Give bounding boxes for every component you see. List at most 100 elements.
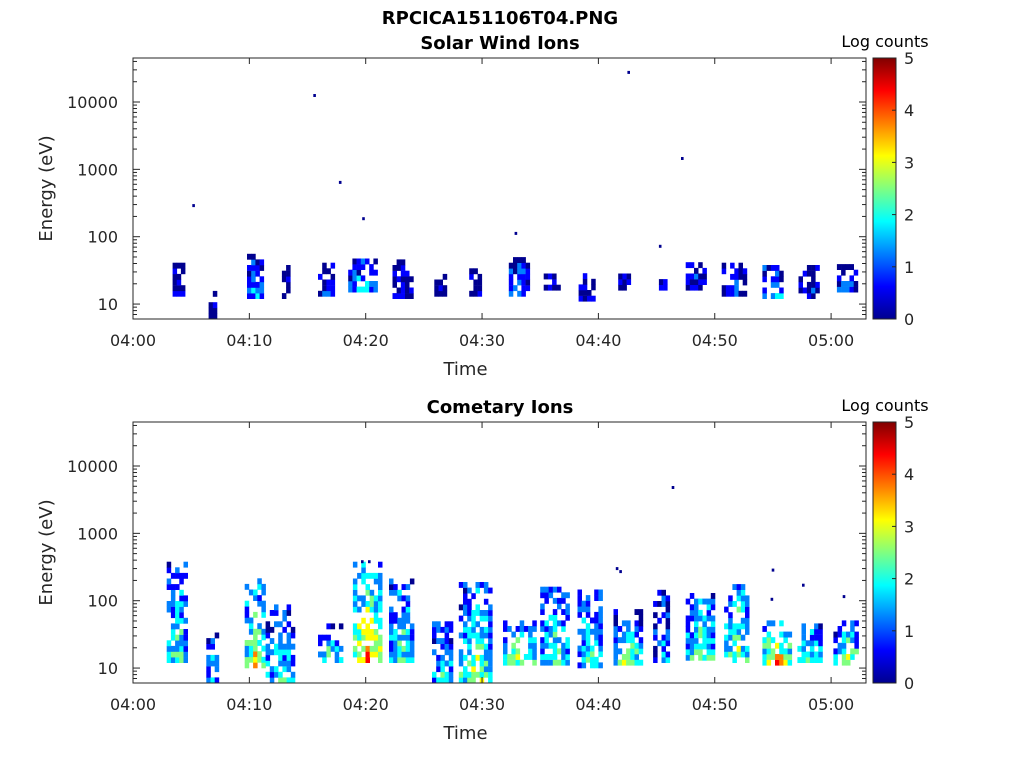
spectrogram-cell xyxy=(581,662,587,669)
spectrogram-cell xyxy=(787,631,793,638)
spectrogram-cell xyxy=(463,677,468,684)
spectrogram-cell xyxy=(483,643,489,650)
spectrogram-cell xyxy=(598,611,603,618)
spectrogram-cell xyxy=(322,651,327,658)
spectrogram-cell xyxy=(798,276,803,283)
spectrogram-cell xyxy=(587,295,592,302)
spectrogram-cell xyxy=(479,610,485,616)
spectrogram-cell xyxy=(728,629,733,635)
spectrogram-cell xyxy=(694,273,699,280)
spectrogram-cell xyxy=(269,649,275,656)
spectrogram-cell xyxy=(621,631,627,638)
spectrogram-cell xyxy=(356,286,362,293)
spectrogram-cell xyxy=(257,656,262,663)
spectrogram-cell xyxy=(525,262,531,269)
spectrogram-cell xyxy=(479,582,485,588)
spectrogram-cell xyxy=(845,286,850,293)
spectrogram-cell xyxy=(251,259,256,266)
spectrogram-cell xyxy=(348,275,353,282)
spectrogram-cell xyxy=(665,657,671,663)
spectrogram-cell xyxy=(811,281,816,288)
spectrogram-cell xyxy=(724,634,729,641)
spectrogram-cell xyxy=(702,273,707,280)
spectrogram-cell xyxy=(738,273,743,280)
spectrogram-cell xyxy=(548,642,554,649)
spectrogram-cell xyxy=(409,623,415,630)
spectrogram-cell xyxy=(630,642,635,649)
spectrogram-cell xyxy=(409,657,415,663)
spectrogram-cell xyxy=(392,265,397,271)
spectrogram-cell xyxy=(540,637,545,644)
spectrogram-cell xyxy=(369,629,375,635)
spectrogram-cell xyxy=(762,654,767,660)
spectrogram-cell xyxy=(845,264,850,270)
spectrogram-cell xyxy=(734,268,739,275)
spectrogram-cell xyxy=(582,273,588,280)
spectrogram-cell xyxy=(248,651,254,658)
spectrogram-cell xyxy=(405,281,410,288)
spectrogram-cell xyxy=(361,561,366,568)
spectrogram-cell xyxy=(528,637,533,644)
spectrogram-cell xyxy=(540,626,545,632)
colorbar-label: Log counts xyxy=(841,396,928,415)
spectrogram-cell xyxy=(854,631,859,638)
spectrogram-cell xyxy=(532,637,537,644)
spectrogram-cell xyxy=(180,290,186,297)
spectrogram-cell xyxy=(698,626,703,633)
spectrogram-cell xyxy=(373,645,379,652)
spectrogram-cell xyxy=(710,654,716,661)
spectrogram-cell xyxy=(170,629,176,635)
spectrogram-cell xyxy=(594,595,599,601)
spectrogram-cell xyxy=(809,634,815,641)
spectrogram-cell xyxy=(458,582,464,588)
spectrogram-cell xyxy=(532,626,537,632)
spectrogram-cell xyxy=(661,640,666,647)
spectrogram-cell xyxy=(661,657,666,663)
spectrogram-cell xyxy=(732,601,737,607)
spectrogram-cell xyxy=(745,651,750,658)
spectrogram-cell xyxy=(846,659,851,666)
spectrogram-cell xyxy=(508,279,514,286)
spectrogram-cell xyxy=(734,273,739,280)
spectrogram-cell xyxy=(528,654,533,660)
spectrogram-cell xyxy=(432,638,437,644)
spectrogram-cell xyxy=(841,637,847,644)
spectrogram-cell xyxy=(730,290,735,297)
spectrogram-cell xyxy=(274,649,279,656)
spectrogram-cell xyxy=(577,611,582,618)
spectrogram-cell xyxy=(565,642,570,649)
spectrogram-cell xyxy=(779,270,784,277)
spectrogram-cell xyxy=(548,614,554,621)
spectrogram-cell xyxy=(661,595,666,602)
spectrogram-cell xyxy=(326,279,331,286)
spectrogram-cell xyxy=(665,634,671,641)
spectrogram-cell xyxy=(373,281,378,287)
spectrogram-cell xyxy=(373,640,379,647)
spectrogram-cell xyxy=(590,656,595,663)
spectrogram-cell xyxy=(818,623,823,630)
spectrogram-cell xyxy=(463,671,468,678)
spectrogram-cell xyxy=(801,623,806,630)
spectrogram-cell xyxy=(585,623,591,630)
spectrogram-cell xyxy=(436,666,441,673)
spectrogram-cell xyxy=(738,290,743,297)
spectrogram-cell xyxy=(405,640,411,647)
spectrogram-cell xyxy=(689,637,695,644)
spectrogram-cell xyxy=(598,595,603,601)
x-tick-label: 04:50 xyxy=(692,695,738,714)
spectrogram-cell xyxy=(282,666,287,673)
spectrogram-cell xyxy=(581,617,587,624)
spectrogram-cell xyxy=(540,659,545,666)
spectrogram-cell xyxy=(503,620,508,627)
spectrogram-cell xyxy=(278,654,283,661)
spectrogram-cell xyxy=(369,269,374,276)
spectrogram-cell xyxy=(544,637,549,644)
spectrogram-cell xyxy=(467,671,472,678)
spectrogram-cell xyxy=(689,604,695,611)
spectrogram-cell xyxy=(434,279,439,286)
spectrogram-cell xyxy=(357,651,362,658)
spectrogram-cell xyxy=(540,642,545,649)
spectrogram-cell xyxy=(552,284,557,291)
spectrogram-cell xyxy=(581,651,587,658)
spectrogram-cell xyxy=(685,598,691,605)
